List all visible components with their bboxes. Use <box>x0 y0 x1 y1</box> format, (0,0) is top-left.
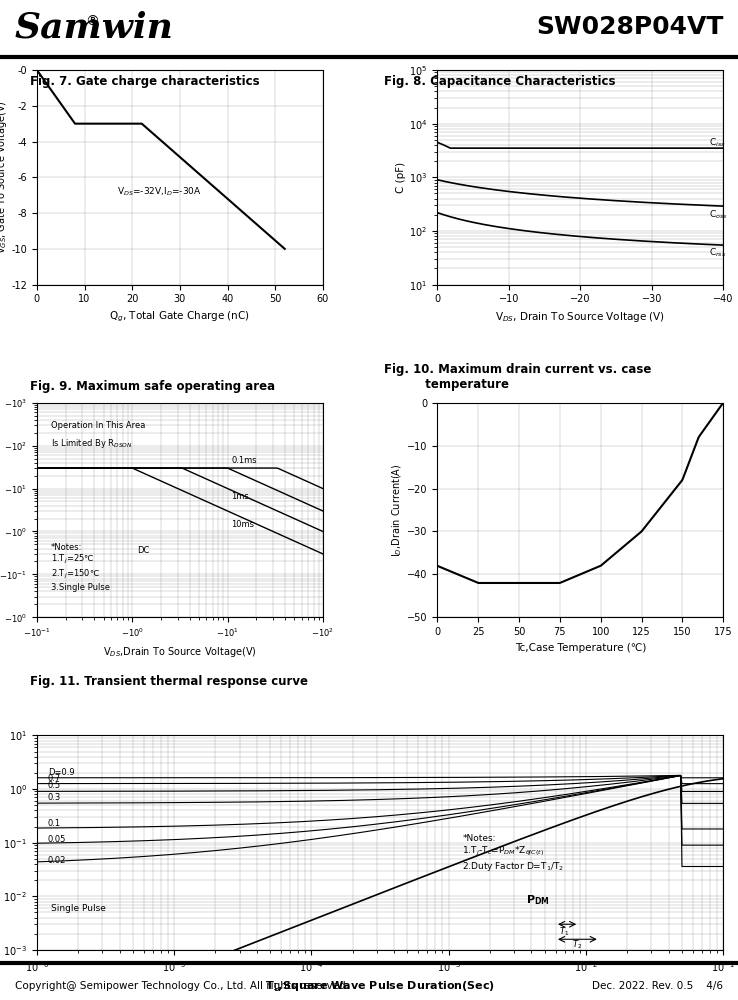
Y-axis label: C (pF): C (pF) <box>396 162 407 193</box>
X-axis label: V$_{DS}$,Drain To Source Voltage(V): V$_{DS}$,Drain To Source Voltage(V) <box>103 645 257 659</box>
Y-axis label: I$_D$,Drain Current(A): I$_D$,Drain Current(A) <box>390 463 404 557</box>
Text: Fig. 8. Capacitance Characteristics: Fig. 8. Capacitance Characteristics <box>384 75 615 88</box>
Text: Samwin: Samwin <box>15 10 173 44</box>
Text: 10ms: 10ms <box>232 520 255 529</box>
Text: D=0.9: D=0.9 <box>48 768 75 777</box>
Text: *Notes:
1.T$_j$=25℃
2.T$_j$=150℃
3.Single Pulse: *Notes: 1.T$_j$=25℃ 2.T$_j$=150℃ 3.Singl… <box>51 543 110 592</box>
Text: Fig. 9. Maximum safe operating area: Fig. 9. Maximum safe operating area <box>30 380 275 393</box>
Text: $T_1$: $T_1$ <box>559 926 569 938</box>
Text: *Notes:
1.T$_j$-T$_c$=P$_{DM}$*Z$_{\theta JC(t)}$
2.Duty Factor D=T$_1$/T$_2$: *Notes: 1.T$_j$-T$_c$=P$_{DM}$*Z$_{\thet… <box>463 834 565 873</box>
X-axis label: Q$_g$, Total Gate Charge (nC): Q$_g$, Total Gate Charge (nC) <box>109 310 250 324</box>
Text: Fig. 7. Gate charge characteristics: Fig. 7. Gate charge characteristics <box>30 75 259 88</box>
X-axis label: T$_1$,Square Wave Pulse Duration(Sec): T$_1$,Square Wave Pulse Duration(Sec) <box>265 979 495 993</box>
Text: 0.3: 0.3 <box>48 793 61 802</box>
Text: V$_{DS}$=-32V,I$_D$=-30A: V$_{DS}$=-32V,I$_D$=-30A <box>117 185 201 198</box>
Text: 0.05: 0.05 <box>48 835 66 844</box>
Text: Fig. 10. Maximum drain current vs. case
          temperature: Fig. 10. Maximum drain current vs. case … <box>384 363 651 391</box>
Text: 0.1ms: 0.1ms <box>232 456 257 465</box>
Text: Dec. 2022. Rev. 0.5    4/6: Dec. 2022. Rev. 0.5 4/6 <box>592 981 723 991</box>
Text: DC: DC <box>137 546 149 555</box>
Text: 0.02: 0.02 <box>48 856 66 865</box>
Text: Is Limited By R$_{DSON}$: Is Limited By R$_{DSON}$ <box>51 437 133 450</box>
Text: C$_{iss}$: C$_{iss}$ <box>709 136 725 149</box>
Y-axis label: V$_{GS}$, Gate To Source Voltage(V): V$_{GS}$, Gate To Source Voltage(V) <box>0 100 9 254</box>
Text: 1ms: 1ms <box>232 492 249 501</box>
Text: $\mathbf{P_{DM}}$: $\mathbf{P_{DM}}$ <box>526 893 550 907</box>
Text: SW028P04VT: SW028P04VT <box>536 15 723 39</box>
Text: ®: ® <box>85 15 99 29</box>
X-axis label: Tc,Case Temperature (℃): Tc,Case Temperature (℃) <box>514 643 646 653</box>
Text: Operation In This Area: Operation In This Area <box>51 421 145 430</box>
Text: 0.1: 0.1 <box>48 819 61 828</box>
Text: Fig. 11. Transient thermal response curve: Fig. 11. Transient thermal response curv… <box>30 675 308 688</box>
Text: C$_{rss}$: C$_{rss}$ <box>709 246 726 259</box>
Text: Single Pulse: Single Pulse <box>51 904 106 913</box>
Text: $T_2$: $T_2$ <box>572 939 582 951</box>
Text: 0.5: 0.5 <box>48 781 61 790</box>
X-axis label: V$_{DS}$, Drain To Source Voltage (V): V$_{DS}$, Drain To Source Voltage (V) <box>495 310 665 324</box>
Text: Copyright@ Semipower Technology Co., Ltd. All rights reserved.: Copyright@ Semipower Technology Co., Ltd… <box>15 981 349 991</box>
Text: 0.7: 0.7 <box>48 774 61 783</box>
Text: C$_{oss}$: C$_{oss}$ <box>709 208 728 221</box>
